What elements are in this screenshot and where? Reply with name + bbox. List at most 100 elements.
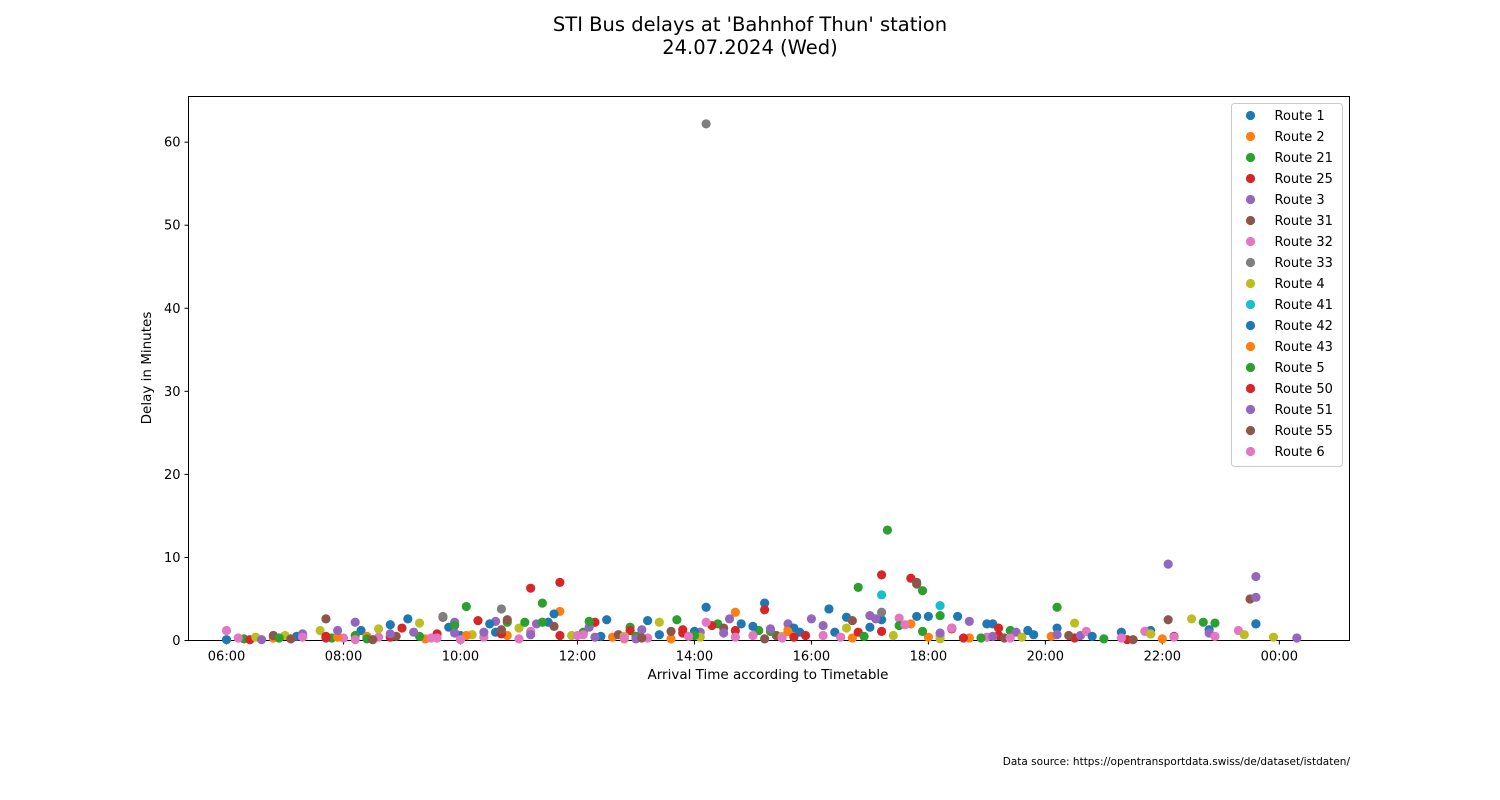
data-point — [520, 617, 530, 627]
legend-label: Route 41 — [1275, 298, 1333, 313]
data-point — [1210, 631, 1220, 641]
data-point — [479, 627, 489, 637]
data-point — [853, 582, 863, 592]
data-point — [537, 598, 547, 608]
y-tick-label: 0 — [172, 634, 180, 649]
data-point — [672, 615, 682, 625]
data-point — [876, 607, 887, 617]
x-tick-label: 14:00 — [676, 650, 713, 665]
data-point — [496, 604, 507, 614]
data-point — [409, 627, 419, 637]
data-point — [637, 633, 647, 643]
data-point — [988, 631, 998, 641]
data-point — [917, 586, 928, 596]
data-point — [455, 635, 466, 645]
data-point — [1052, 623, 1062, 633]
data-point — [1292, 633, 1302, 643]
data-point — [783, 626, 793, 636]
y-tick-label: 30 — [164, 385, 181, 400]
data-point — [514, 623, 524, 633]
data-point — [1186, 614, 1197, 624]
y-tick-label: 60 — [164, 136, 181, 151]
data-point — [1005, 633, 1015, 643]
legend-marker — [1245, 299, 1256, 310]
data-point — [824, 604, 834, 614]
data-point — [935, 601, 945, 611]
data-point — [385, 629, 395, 639]
legend-label: Route 55 — [1275, 424, 1333, 439]
data-point — [993, 623, 1004, 633]
data-point — [1210, 618, 1220, 628]
x-tick-label: 18:00 — [910, 650, 947, 665]
data-point — [315, 625, 325, 636]
x-tick-label: 20:00 — [1027, 650, 1064, 665]
legend-marker — [1245, 320, 1256, 331]
legend-marker — [1245, 404, 1256, 415]
data-point — [1070, 618, 1080, 628]
data-point — [333, 632, 343, 642]
x-axis-label: Arrival Time according to Timetable — [647, 667, 889, 683]
data-point — [473, 615, 483, 626]
x-tick-label: 10:00 — [442, 650, 479, 665]
legend-label: Route 6 — [1275, 445, 1325, 460]
data-point — [953, 611, 963, 622]
x-tick-label: 06:00 — [208, 650, 245, 665]
data-point — [818, 620, 828, 631]
data-point — [350, 617, 360, 627]
data-point — [1052, 630, 1062, 640]
legend-label: Route 32 — [1275, 235, 1333, 250]
data-point — [777, 633, 787, 643]
data-point — [760, 598, 770, 608]
data-point — [1198, 617, 1208, 627]
data-point — [1064, 630, 1074, 641]
data-point — [1169, 632, 1179, 642]
data-point — [584, 616, 594, 626]
data-source-note: Data source: https://opentransportdata.s… — [1002, 756, 1350, 768]
data-point — [701, 119, 711, 129]
legend-marker — [1245, 194, 1256, 205]
data-point — [917, 626, 928, 636]
legend-marker — [1245, 173, 1256, 184]
data-point — [912, 577, 922, 587]
data-point — [397, 623, 407, 633]
data-point — [350, 635, 360, 645]
y-tick-label: 50 — [164, 219, 181, 234]
x-tick-label: 22:00 — [1144, 650, 1181, 665]
legend-label: Route 51 — [1275, 403, 1333, 418]
data-point — [888, 630, 898, 641]
data-point — [836, 632, 846, 642]
data-point — [894, 613, 904, 623]
data-point — [368, 635, 378, 645]
chart-subtitle: 24.07.2024 (Wed) — [662, 36, 838, 59]
legend-label: Route 4 — [1275, 277, 1325, 292]
data-point — [789, 632, 799, 642]
x-tick-label: 16:00 — [793, 650, 830, 665]
legend-box — [1231, 103, 1343, 467]
data-point — [900, 620, 910, 630]
legend-marker — [1245, 362, 1256, 373]
data-point — [865, 610, 875, 621]
legend-marker — [1245, 278, 1256, 289]
data-point — [666, 626, 676, 636]
data-point — [760, 634, 770, 644]
data-point — [450, 628, 460, 638]
legend-marker — [1245, 425, 1256, 436]
data-points — [221, 119, 1302, 645]
x-tick-label: 08:00 — [325, 650, 362, 665]
axis-ticks: 06:00 08:00 10:00 12:00 14:00 16:00 18:00 20:00… — [164, 136, 1298, 665]
data-point — [221, 635, 232, 645]
data-point — [286, 634, 296, 644]
data-point — [572, 630, 583, 641]
data-point — [1128, 635, 1138, 645]
legend-marker — [1245, 110, 1256, 121]
data-point — [549, 621, 559, 631]
data-point — [876, 570, 887, 580]
data-point — [549, 609, 559, 619]
data-point — [736, 619, 746, 629]
legend-marker — [1245, 152, 1256, 163]
data-point — [426, 633, 436, 643]
data-point — [403, 614, 413, 624]
data-point — [701, 602, 711, 612]
data-point — [461, 601, 471, 612]
data-point — [438, 611, 448, 622]
